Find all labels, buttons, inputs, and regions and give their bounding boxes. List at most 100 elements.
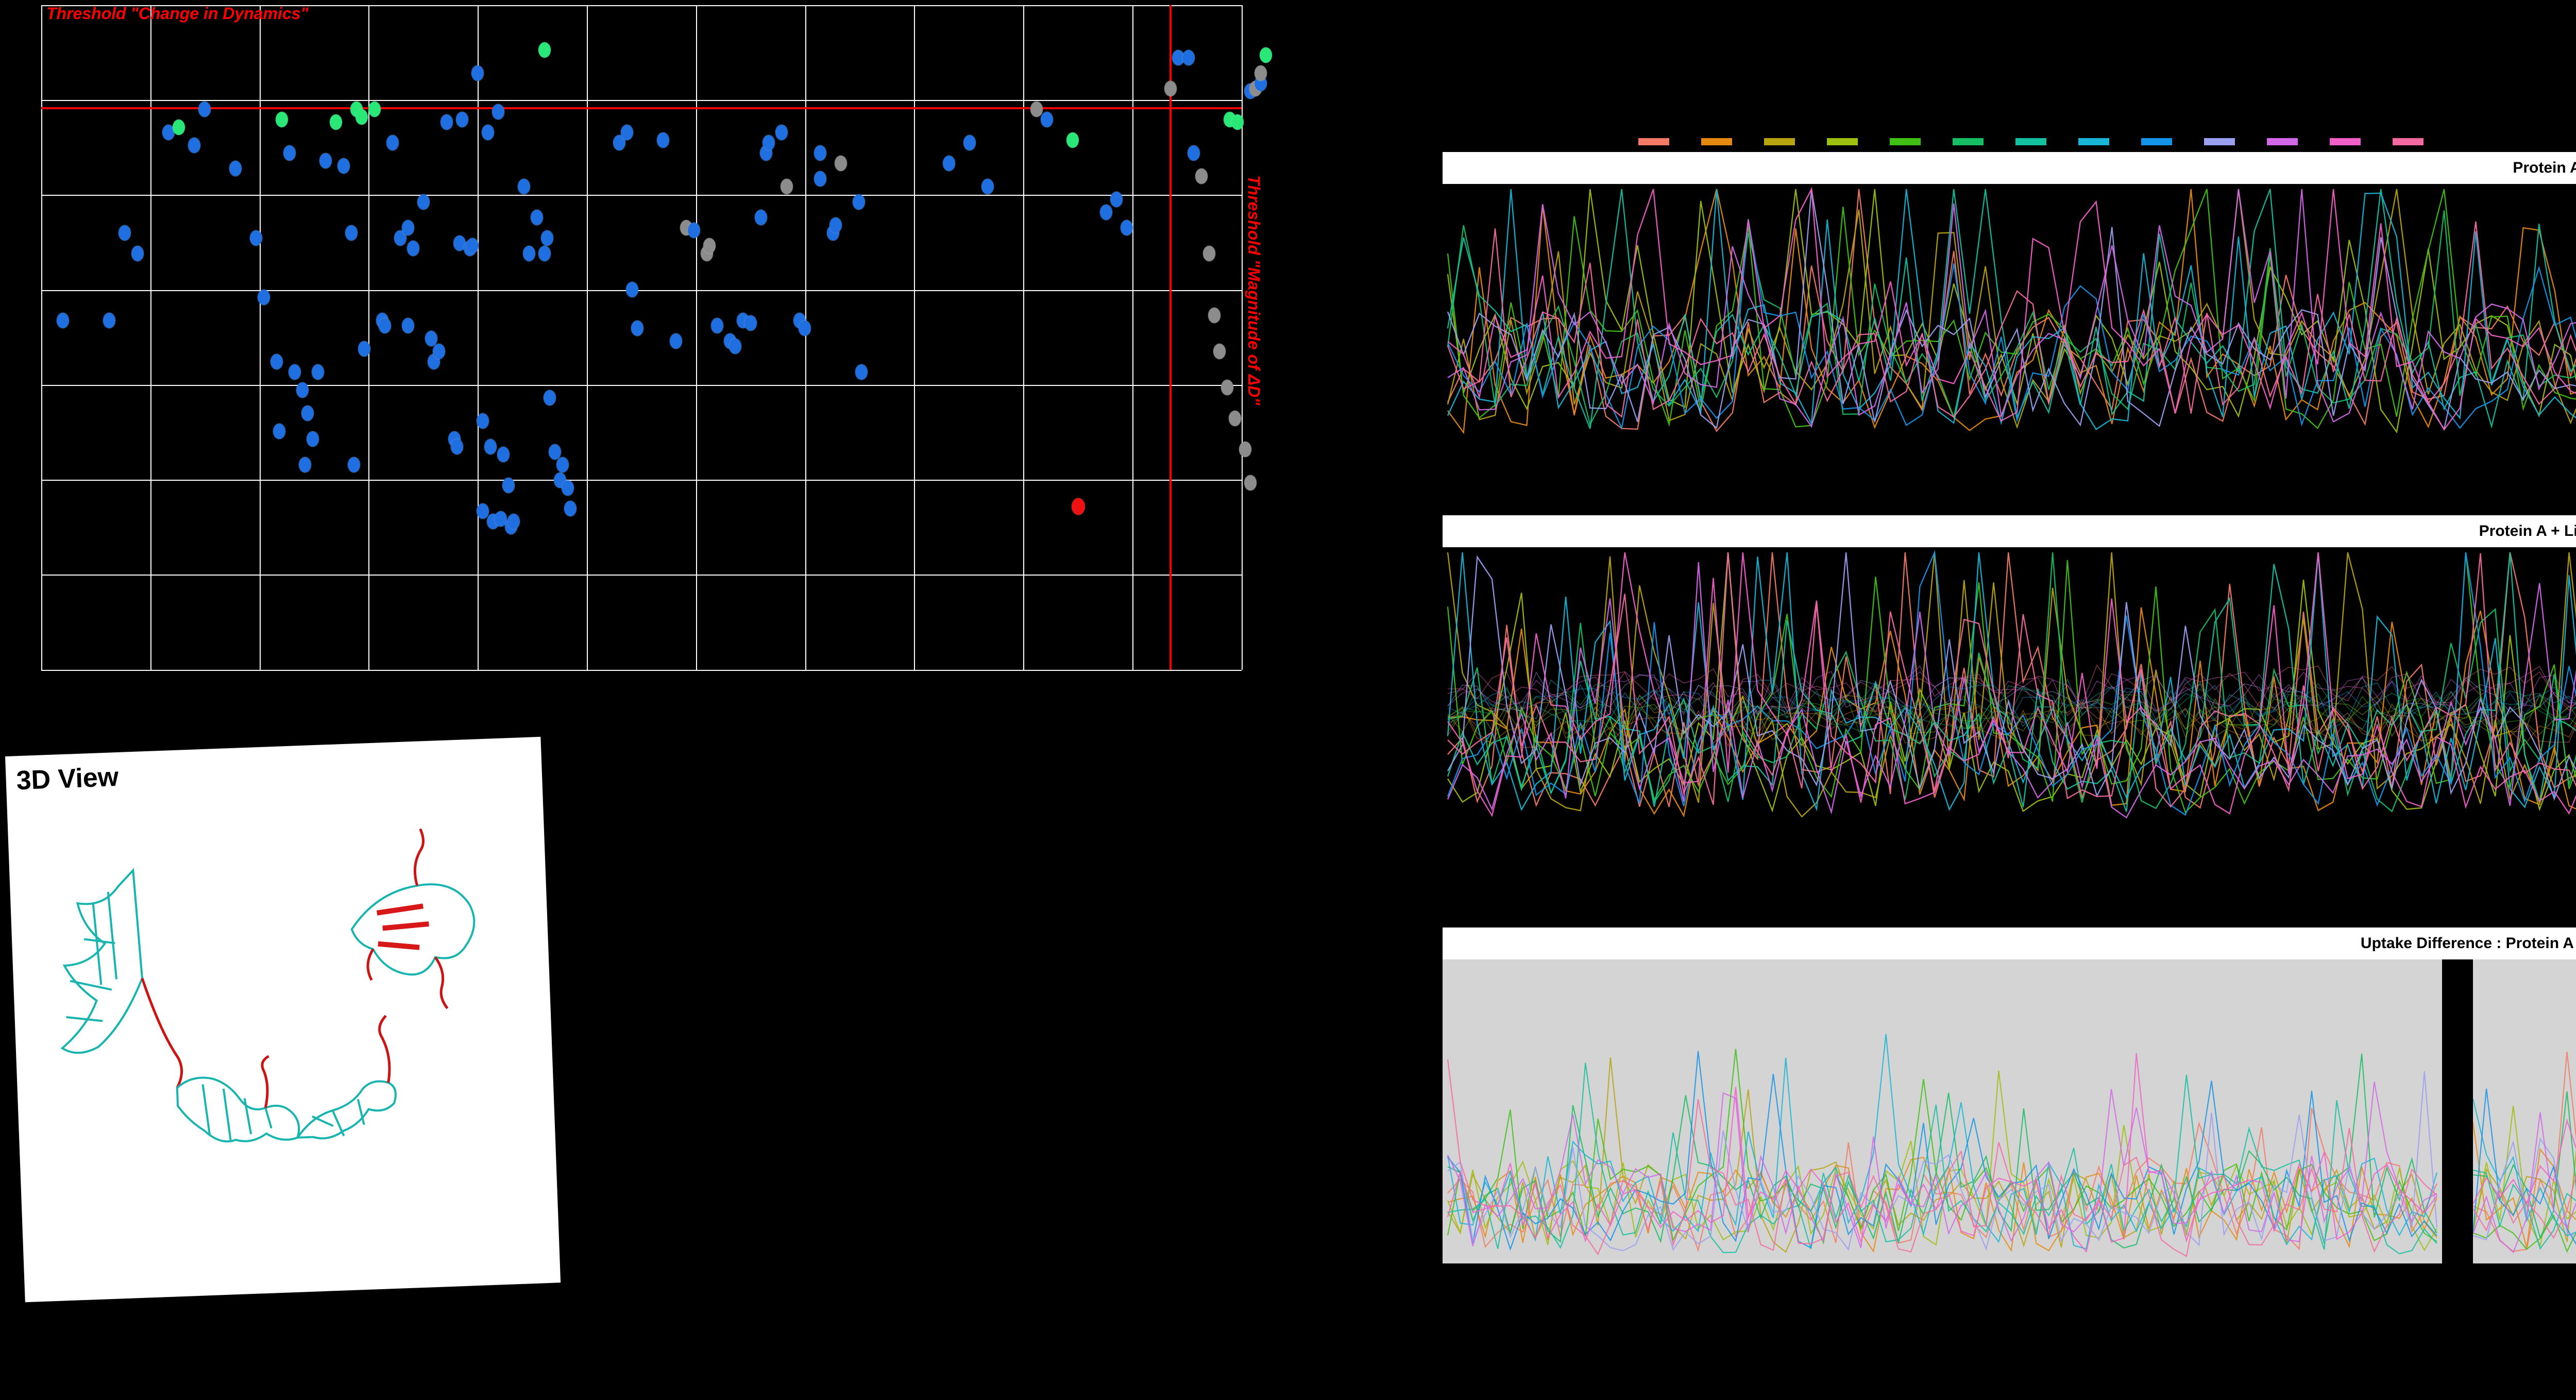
- scatter-point-121[interactable]: [1231, 114, 1244, 130]
- scatter-point-56[interactable]: [497, 447, 510, 462]
- scatter-point-1[interactable]: [103, 313, 115, 328]
- scatter-point-32[interactable]: [386, 135, 399, 150]
- scatter-point-18[interactable]: [301, 406, 314, 421]
- scatter-point-81[interactable]: [703, 238, 716, 254]
- scatter-point-104[interactable]: [1030, 102, 1043, 117]
- scatter-point-124[interactable]: [1244, 475, 1257, 491]
- scatter-point-21[interactable]: [319, 153, 332, 168]
- scatter-point-52[interactable]: [484, 439, 497, 454]
- scatter-point-82[interactable]: [711, 318, 723, 333]
- scatter-point-73[interactable]: [621, 125, 633, 140]
- scatter-point-40[interactable]: [433, 344, 445, 359]
- scatter-point-77[interactable]: [670, 333, 682, 349]
- scatter-point-105[interactable]: [1041, 112, 1053, 127]
- scatter-point-11[interactable]: [270, 354, 283, 369]
- scatter-point-13[interactable]: [276, 112, 288, 127]
- scatter-point-24[interactable]: [345, 225, 358, 241]
- scatter-point-71[interactable]: [564, 501, 577, 516]
- scatter-point-101[interactable]: [943, 156, 955, 171]
- scatter-point-91[interactable]: [781, 179, 793, 194]
- scatter-point-108[interactable]: [1100, 205, 1112, 220]
- scatter-point-69[interactable]: [556, 457, 569, 473]
- scatter-point-87[interactable]: [755, 210, 767, 225]
- scatter-point-75[interactable]: [631, 321, 643, 336]
- scatter-point-16[interactable]: [296, 382, 309, 398]
- scatter-point-45[interactable]: [456, 112, 468, 127]
- scatter-point-93[interactable]: [799, 321, 811, 336]
- scatter-point-129[interactable]: [1260, 47, 1272, 63]
- scatter-point-103[interactable]: [981, 179, 994, 194]
- scatter-point-37[interactable]: [417, 194, 430, 210]
- scatter-point-0[interactable]: [57, 313, 69, 328]
- scatter-point-47[interactable]: [466, 238, 479, 254]
- scatter-point-50[interactable]: [477, 503, 489, 519]
- scatter-point-36[interactable]: [407, 241, 419, 256]
- scatter-point-102[interactable]: [963, 135, 976, 150]
- scatter-point-117[interactable]: [1208, 308, 1221, 323]
- scatter-point-60[interactable]: [518, 179, 530, 194]
- scatter-point-89[interactable]: [762, 135, 775, 150]
- scatter-point-94[interactable]: [814, 145, 826, 161]
- uptake-difference-line-chart[interactable]: [1443, 959, 2576, 1263]
- scatter-point-95[interactable]: [814, 171, 826, 187]
- scatter-point-116[interactable]: [1203, 246, 1215, 261]
- scatter-point-84[interactable]: [729, 339, 741, 354]
- scatter-point-17[interactable]: [299, 457, 311, 473]
- scatter-point-25[interactable]: [348, 457, 360, 473]
- scatter-point-51[interactable]: [482, 125, 494, 140]
- scatter-point-115[interactable]: [1195, 168, 1208, 184]
- scatter-point-107[interactable]: [1072, 498, 1085, 515]
- protein-a-ligand-line-chart[interactable]: [1443, 547, 2576, 825]
- scatter-point-29[interactable]: [368, 102, 381, 117]
- scatter-point-122[interactable]: [1229, 411, 1241, 426]
- scatter-point-109[interactable]: [1110, 192, 1123, 207]
- 3d-view-panel[interactable]: 3D View: [5, 737, 561, 1302]
- scatter-point-70[interactable]: [562, 480, 574, 496]
- scatter-point-64[interactable]: [538, 246, 551, 261]
- scatter-point-79[interactable]: [688, 223, 700, 238]
- scatter-point-98[interactable]: [835, 156, 847, 171]
- scatter-point-113[interactable]: [1182, 50, 1195, 65]
- scatter-point-57[interactable]: [502, 478, 515, 493]
- scatter-point-86[interactable]: [744, 315, 757, 331]
- scatter-point-38[interactable]: [425, 331, 437, 346]
- scatter-point-111[interactable]: [1164, 81, 1177, 96]
- scatter-point-2[interactable]: [118, 225, 131, 241]
- scatter-point-23[interactable]: [337, 158, 350, 174]
- scatter-point-67[interactable]: [549, 444, 561, 460]
- scatter-point-65[interactable]: [541, 230, 553, 246]
- scatter-point-8[interactable]: [229, 161, 242, 176]
- scatter-point-118[interactable]: [1213, 344, 1226, 359]
- scatter-point-119[interactable]: [1221, 380, 1233, 395]
- scatter-point-27[interactable]: [355, 109, 368, 125]
- scatter-point-61[interactable]: [523, 246, 535, 261]
- scatter-point-62[interactable]: [531, 210, 543, 225]
- scatter-point-12[interactable]: [273, 424, 285, 439]
- scatter-point-20[interactable]: [312, 364, 324, 380]
- scatter-point-76[interactable]: [657, 132, 669, 148]
- scatter-point-28[interactable]: [358, 341, 370, 357]
- scatter-point-5[interactable]: [173, 120, 185, 135]
- scatter-point-14[interactable]: [283, 145, 296, 161]
- scatter-point-97[interactable]: [829, 217, 842, 233]
- scatter-point-22[interactable]: [330, 114, 342, 130]
- scatter-point-100[interactable]: [855, 364, 868, 380]
- scatter-point-15[interactable]: [289, 364, 301, 380]
- scatter-point-110[interactable]: [1121, 220, 1133, 235]
- scatter-point-114[interactable]: [1188, 145, 1200, 161]
- scatter-point-106[interactable]: [1066, 132, 1079, 148]
- scatter-point-123[interactable]: [1239, 442, 1251, 457]
- scatter-point-3[interactable]: [131, 246, 144, 261]
- scatter-point-63[interactable]: [538, 42, 551, 58]
- scatter-point-66[interactable]: [544, 390, 556, 406]
- scatter-point-6[interactable]: [188, 138, 200, 153]
- scatter-point-54[interactable]: [492, 104, 504, 120]
- scatter-point-128[interactable]: [1255, 65, 1267, 81]
- scatter-point-34[interactable]: [402, 220, 414, 235]
- scatter-point-19[interactable]: [307, 431, 319, 447]
- scatter-point-7[interactable]: [198, 102, 211, 117]
- scatter-point-43[interactable]: [451, 439, 463, 454]
- scatter-point-74[interactable]: [626, 282, 638, 297]
- scatter-point-31[interactable]: [379, 318, 391, 333]
- protein-a-line-chart[interactable]: [1443, 184, 2576, 442]
